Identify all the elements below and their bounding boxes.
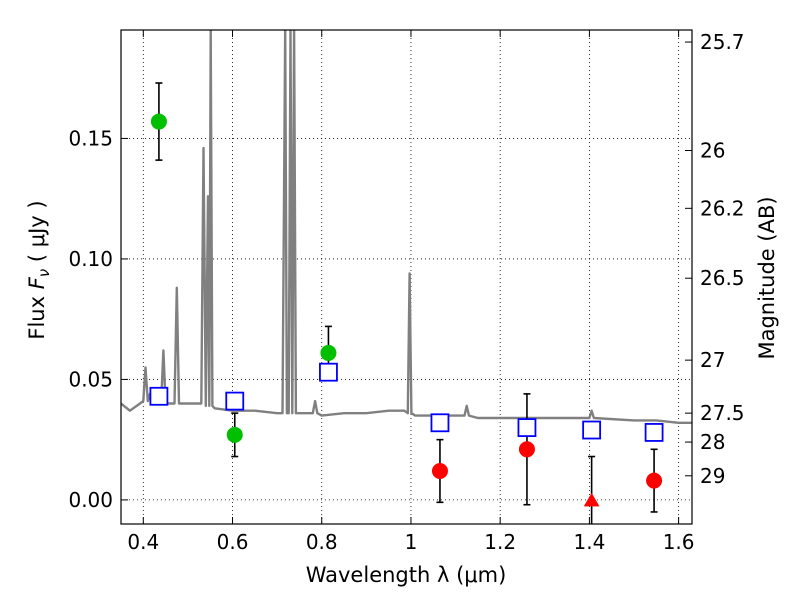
data-layer xyxy=(121,30,692,524)
x-tick-label: 1.2 xyxy=(484,530,516,554)
plot-frame xyxy=(120,29,693,525)
y-axis-title-prefix: Flux xyxy=(25,289,49,339)
model-photometry-square xyxy=(582,420,602,440)
optical-detection-point xyxy=(150,113,167,130)
magnitude-tick-label: 27 xyxy=(700,348,725,372)
magnitude-tick-label: 26 xyxy=(700,138,725,162)
x-tick-label: 1.6 xyxy=(663,530,695,554)
model-photometry-square xyxy=(644,423,664,442)
magnitude-tick-label: 29 xyxy=(700,464,725,488)
upper-limit-triangle xyxy=(583,492,600,507)
optical-detection-point xyxy=(320,344,337,361)
magnitude-tick-label: 26.2 xyxy=(700,196,745,220)
y-axis-title-symbol: F xyxy=(25,276,49,289)
nir-detection-point xyxy=(646,472,663,489)
y-tick-label: 0.05 xyxy=(68,367,113,391)
magnitude-tick-label: 25.7 xyxy=(700,30,745,54)
nir-detection-point xyxy=(518,441,535,458)
model-photometry-square xyxy=(149,386,169,406)
optical-detection-point xyxy=(226,426,243,443)
x-tick-label: 0.4 xyxy=(127,530,159,554)
nir-detection-point xyxy=(431,462,448,479)
axes: 0.4 0.6 0.8 1 1.2 1.4 1.6 0.00 0.05 0.10 0.15 25.7 2… xyxy=(68,29,745,554)
y-tick-label: 0.10 xyxy=(68,247,113,271)
y-axis-title-subscript: ν xyxy=(35,269,53,277)
sed-spectrum-line xyxy=(121,30,692,424)
model-photometry-square xyxy=(319,362,338,382)
magnitude-tick-label: 28 xyxy=(700,430,725,454)
model-photometry-square xyxy=(225,391,245,411)
magnitude-tick-label: 26.5 xyxy=(700,266,745,290)
model-photometry-square xyxy=(430,413,450,433)
x-tick-label: 1.4 xyxy=(573,530,605,554)
y-tick-label: 0.00 xyxy=(68,488,113,512)
model-photometry-square xyxy=(517,418,537,438)
y-axis-title: Flux Fν ( μJy ) xyxy=(25,200,53,339)
x-tick-label: 0.6 xyxy=(217,530,249,554)
y-axis-title-suffix: ( μJy ) xyxy=(25,200,49,268)
x-axis-title: Wavelength λ (μm) xyxy=(306,563,507,587)
magnitude-axis-title: Magnitude (AB) xyxy=(755,196,779,359)
y-tick-label: 0.15 xyxy=(68,126,113,150)
x-tick-label: 0.8 xyxy=(306,530,338,554)
x-tick-label: 1 xyxy=(405,530,418,554)
magnitude-tick-label: 27.5 xyxy=(700,401,745,425)
